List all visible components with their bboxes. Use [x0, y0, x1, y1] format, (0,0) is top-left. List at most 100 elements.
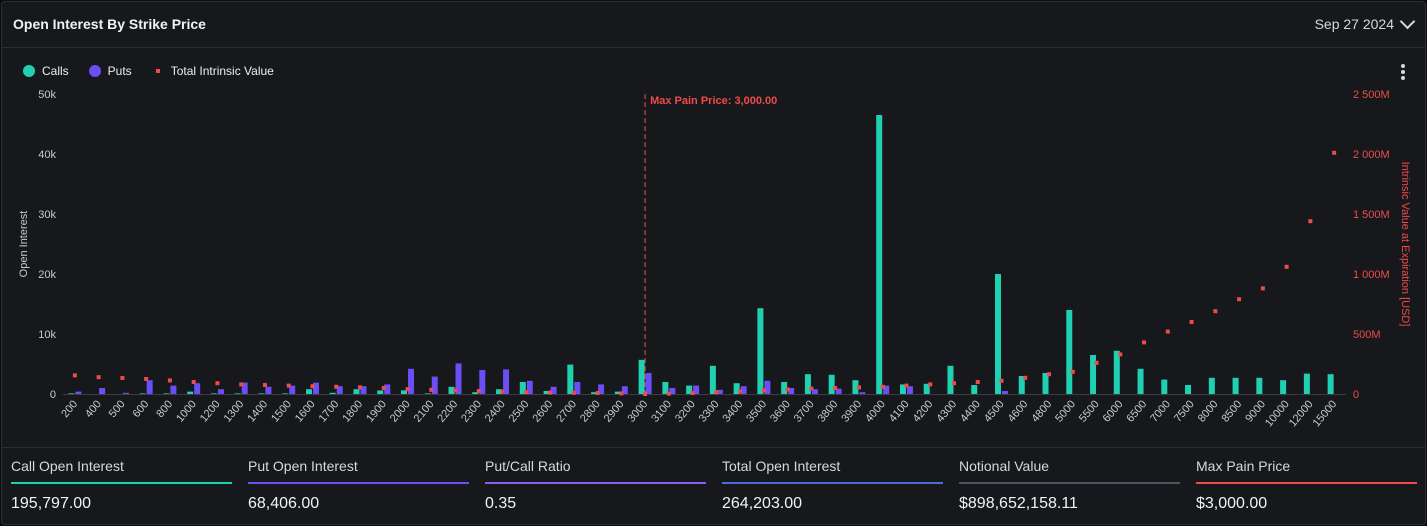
- intrinsic-value-point: [666, 391, 671, 396]
- intrinsic-value-point: [120, 376, 125, 381]
- calls-bar: [353, 389, 360, 394]
- x-tick-label: 4500: [982, 398, 1007, 424]
- calls-bar: [210, 393, 217, 394]
- intrinsic-value-swatch-icon: [155, 69, 160, 73]
- intrinsic-value-point: [975, 380, 980, 384]
- stat-call-open-interest: Call Open Interest 195,797.00: [11, 458, 232, 513]
- x-tick-label: 3400: [721, 398, 746, 424]
- x-tick-label: 6500: [1124, 398, 1149, 424]
- x-tick-label: 1500: [269, 398, 294, 424]
- expiry-date-label: Sep 27 2024: [1314, 16, 1394, 32]
- stat-accent-bar: [11, 482, 232, 484]
- puts-bar: [241, 382, 248, 394]
- intrinsic-value-point: [571, 390, 576, 395]
- calls-bar: [448, 386, 455, 394]
- stat-notional-value: Notional Value $898,652,158.11: [959, 458, 1180, 513]
- puts-bar: [906, 386, 913, 394]
- calls-swatch-icon: [23, 65, 35, 77]
- calls-bar: [1042, 373, 1049, 394]
- x-tick-label: 800: [154, 398, 175, 420]
- x-tick-label: 1600: [293, 398, 318, 424]
- oi-chart: 0 10k 20k 30k 40k 50k 0 500M 1 000M 1 500M 2 000M 2…: [18, 89, 1411, 429]
- intrinsic-value-point: [524, 390, 529, 395]
- x-tick-label: 7500: [1172, 398, 1197, 424]
- calls-bar: [472, 392, 479, 394]
- x-tick-label: 2300: [459, 398, 484, 424]
- x-tick-label: 1700: [317, 398, 342, 424]
- puts-bar: [811, 389, 818, 394]
- puts-bar: [740, 386, 747, 394]
- x-tick-label: 2900: [602, 398, 627, 424]
- x-tick-label: 5000: [1053, 398, 1078, 424]
- calls-bar: [923, 383, 930, 394]
- puts-bar: [883, 385, 890, 394]
- puts-bar: [360, 386, 367, 394]
- legend-item-intrinsic-value[interactable]: Total Intrinsic Value: [152, 64, 274, 78]
- x-tick-label: 3600: [768, 398, 793, 424]
- puts-bar: [479, 370, 486, 394]
- stat-put-open-interest: Put Open Interest 68,406.00: [248, 458, 469, 513]
- x-tick-label: 4300: [934, 398, 959, 424]
- puts-bar: [788, 388, 795, 394]
- puts-bar: [669, 388, 676, 394]
- x-tick-label: 4100: [887, 398, 912, 424]
- calls-bar: [305, 389, 312, 394]
- stat-label: Put/Call Ratio: [485, 458, 571, 474]
- calls-bar: [282, 393, 289, 394]
- puts-bar: [122, 392, 129, 394]
- intrinsic-value-point: [96, 375, 101, 380]
- puts-bar: [764, 380, 771, 394]
- y-tick-label: 0: [50, 389, 56, 401]
- y2-tick-label: 2 000M: [1353, 149, 1390, 161]
- x-tick-label: 2400: [483, 398, 508, 424]
- intrinsic-value-point: [1332, 150, 1337, 155]
- intrinsic-value-point: [690, 391, 695, 396]
- calls-bar: [1018, 376, 1025, 394]
- stat-put-call-ratio: Put/Call Ratio 0.35: [485, 458, 706, 513]
- x-tick-label: 2800: [578, 398, 603, 424]
- x-tick-label: 15000: [1311, 398, 1340, 429]
- y2-tick-label: 2 500M: [1353, 89, 1390, 101]
- puts-bar: [455, 363, 462, 394]
- x-tick-label: 3000: [625, 398, 650, 424]
- intrinsic-value-point: [334, 384, 339, 389]
- puts-bar: [146, 380, 153, 394]
- intrinsic-value-point: [167, 378, 172, 383]
- puts-bar: [574, 382, 581, 394]
- intrinsic-value-point: [1023, 375, 1028, 380]
- calls-bar: [591, 392, 598, 394]
- stat-label: Total Open Interest: [722, 458, 841, 474]
- stat-value: 68,406.00: [248, 495, 320, 512]
- calls-bar: [733, 383, 740, 394]
- calls-bar: [187, 391, 194, 394]
- calls-bar: [1232, 377, 1239, 394]
- calls-bar: [1208, 377, 1215, 394]
- stat-label: Max Pain Price: [1196, 458, 1291, 474]
- intrinsic-value-point: [381, 386, 386, 390]
- intrinsic-value-point: [714, 390, 719, 395]
- summary-stats: Call Open Interest 195,797.00 Put Open I…: [2, 447, 1425, 524]
- more-options-icon[interactable]: [1401, 64, 1405, 82]
- calls-bar: [424, 393, 431, 394]
- x-tick-label: 2700: [554, 398, 579, 424]
- intrinsic-value-point: [595, 391, 600, 396]
- y-tick-label: 30k: [38, 209, 56, 221]
- calls-bar: [234, 393, 241, 394]
- stat-max-pain-price: Max Pain Price $3,000.00: [1196, 458, 1417, 513]
- calls-bar: [781, 382, 788, 394]
- stat-value: 195,797.00: [11, 495, 92, 512]
- calls-bar: [1066, 310, 1073, 394]
- intrinsic-value-point: [453, 388, 458, 393]
- calls-bar: [329, 392, 336, 394]
- legend-item-puts[interactable]: Puts: [88, 64, 132, 78]
- stat-label: Call Open Interest: [11, 458, 124, 474]
- x-tick-label: 200: [59, 398, 80, 420]
- intrinsic-value-point: [144, 377, 149, 381]
- legend-item-calls[interactable]: Calls: [23, 64, 69, 78]
- calls-bar: [163, 393, 170, 394]
- calls-bar: [614, 391, 621, 394]
- puts-bar: [336, 386, 343, 394]
- x-tick-label: 1400: [245, 398, 270, 424]
- puts-bar: [384, 384, 391, 394]
- expiry-date-dropdown[interactable]: Sep 27 2024: [1314, 13, 1416, 32]
